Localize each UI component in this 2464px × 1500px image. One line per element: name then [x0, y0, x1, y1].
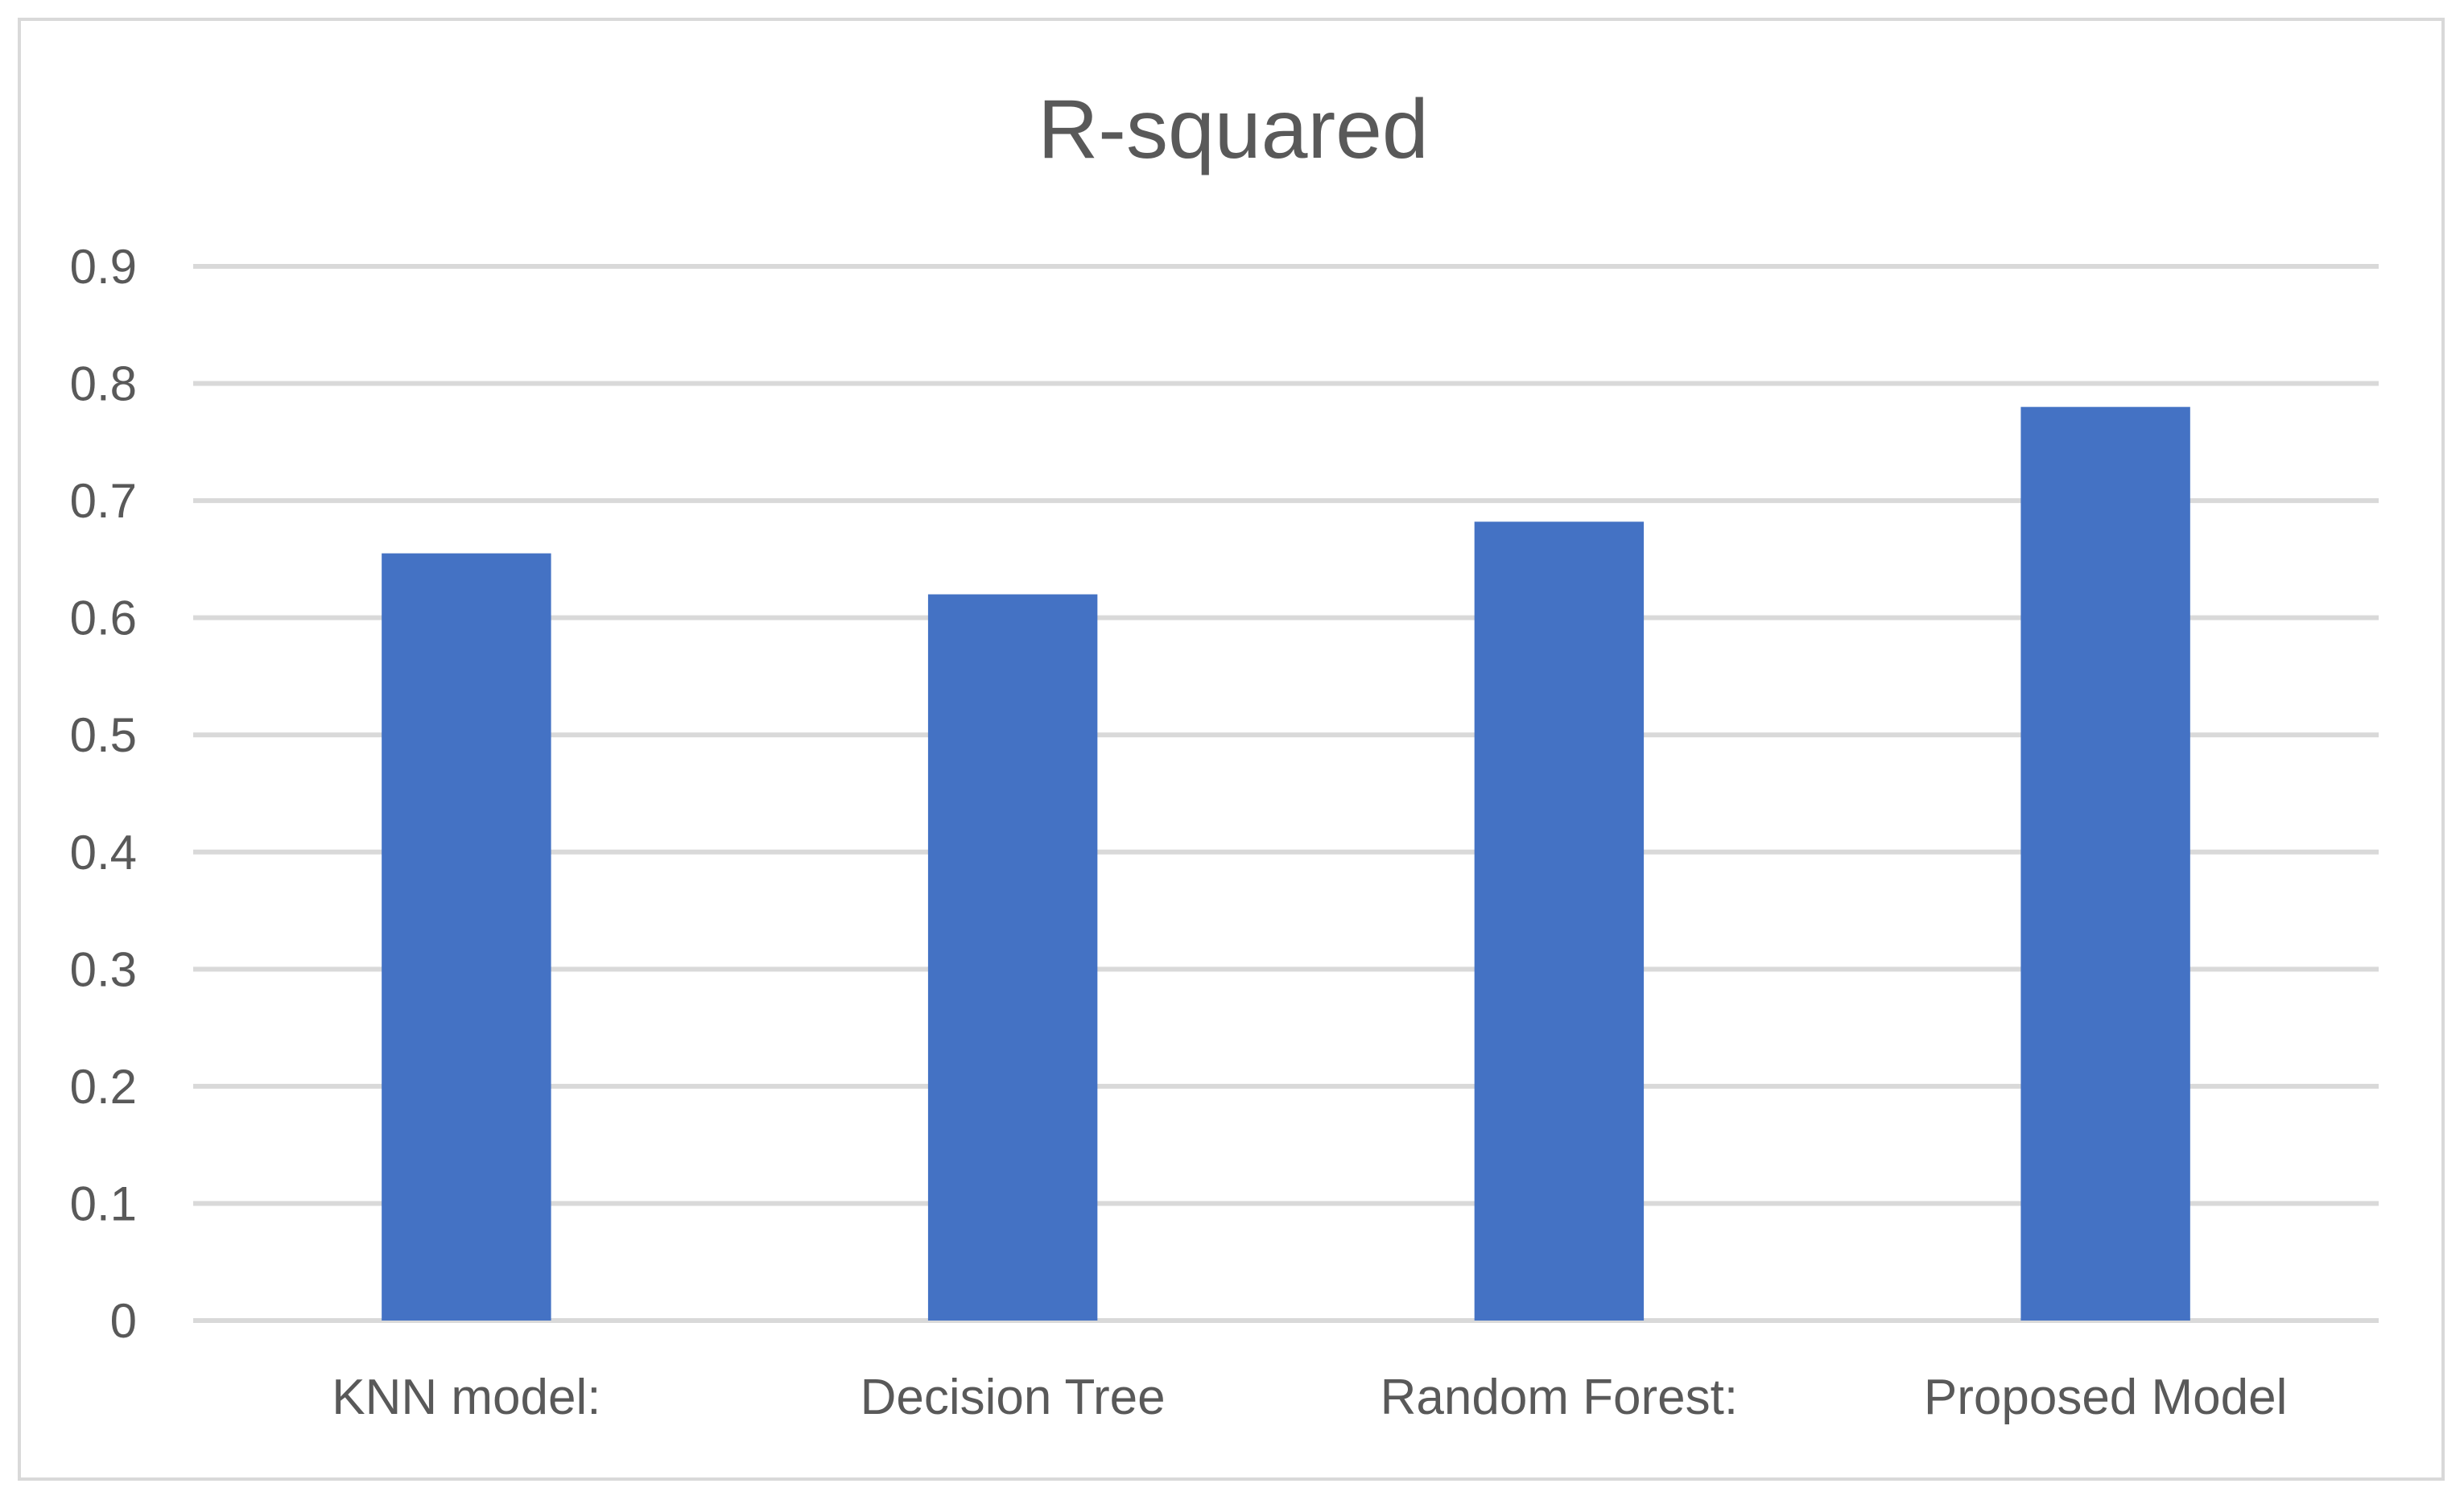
bar-1	[927, 594, 1098, 1321]
y-tick-label-1: 0.1	[70, 1177, 137, 1230]
y-tick-label-6: 0.6	[70, 591, 137, 645]
bar-3	[2020, 406, 2190, 1321]
y-tick-label-9: 0.9	[70, 240, 137, 294]
y-tick-label-2: 0.2	[70, 1060, 137, 1114]
y-tick-label-5: 0.5	[70, 708, 137, 762]
gridlines	[193, 264, 2379, 1323]
chart-title: R-squared	[1038, 83, 1429, 176]
bar-2	[1474, 521, 1645, 1321]
y-tick-label-4: 0.4	[70, 826, 137, 880]
y-tick-label-0: 0	[110, 1294, 137, 1348]
x-tick-label-2: Random Forest:	[1381, 1370, 1739, 1425]
x-tick-label-3: Proposed Model	[1924, 1370, 2288, 1425]
y-axis-ticks: 0 0.1 0.2 0.3 0.4 0.5 0.6 0.7 0.8 0.9	[70, 240, 137, 1348]
y-tick-label-3: 0.3	[70, 942, 137, 996]
y-tick-label-7: 0.7	[70, 474, 137, 528]
x-axis-ticks: KNN model: Decision Tree Random Forest: Pro…	[332, 1370, 2287, 1425]
bar-0	[382, 553, 551, 1321]
x-tick-label-0: KNN model:	[332, 1370, 601, 1425]
x-tick-label-1: Decision Tree	[861, 1370, 1166, 1425]
y-tick-label-8: 0.8	[70, 357, 137, 411]
bars	[382, 406, 2190, 1321]
